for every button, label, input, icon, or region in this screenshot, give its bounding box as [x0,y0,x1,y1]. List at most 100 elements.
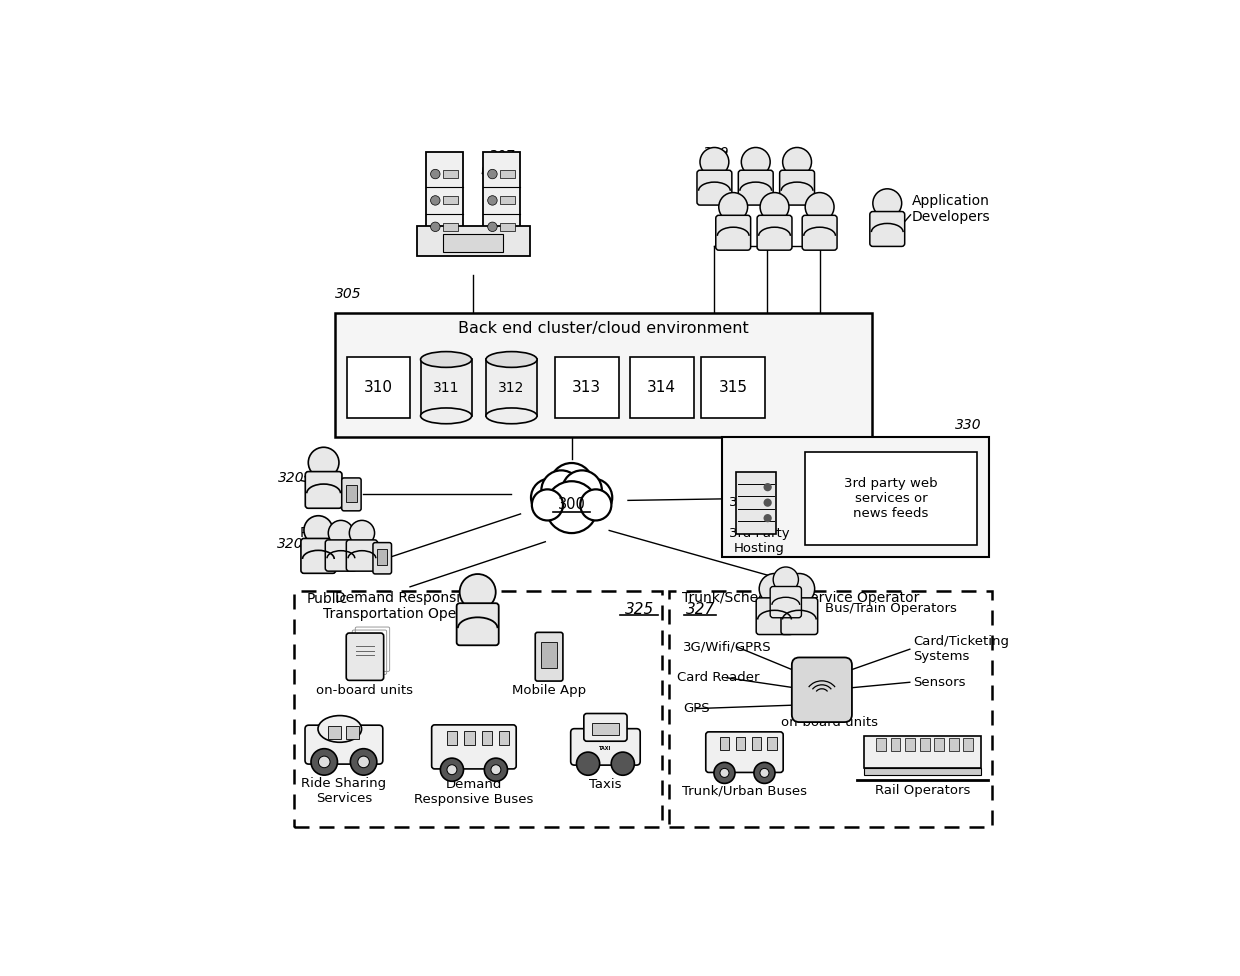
FancyBboxPatch shape [738,170,774,205]
FancyBboxPatch shape [792,658,852,722]
Text: 313: 313 [572,381,601,395]
Circle shape [319,756,330,768]
Bar [448,731,458,745]
Circle shape [487,196,497,205]
Text: 3rd Party
Hosting: 3rd Party Hosting [729,527,790,554]
Text: 327: 327 [686,602,715,617]
Bar [346,726,358,739]
Text: Sensors: Sensors [914,675,966,689]
FancyBboxPatch shape [305,471,342,508]
Bar [805,452,977,546]
Circle shape [487,223,497,231]
Text: Card/Ticketing
Systems: Card/Ticketing Systems [914,635,1009,664]
Circle shape [574,478,613,516]
Text: Demand
Responsive Buses: Demand Responsive Buses [414,779,533,806]
Bar [498,731,510,745]
Circle shape [329,520,353,546]
Circle shape [873,188,901,218]
Bar [751,737,761,751]
Text: Public: Public [306,592,348,606]
Text: Card Reader: Card Reader [677,671,759,684]
Bar [875,738,885,751]
Text: 315: 315 [719,381,748,395]
Circle shape [562,470,601,510]
Bar [465,731,475,745]
Text: 314: 314 [647,381,676,395]
Text: 300: 300 [558,497,585,511]
Text: 3: 3 [729,496,738,508]
Text: Rail Operators: Rail Operators [875,785,970,797]
Circle shape [742,147,770,177]
Text: 320: 320 [278,470,305,485]
Text: 311: 311 [433,381,459,394]
Circle shape [782,147,811,177]
Bar [963,738,973,751]
Text: 330: 330 [955,418,981,431]
FancyBboxPatch shape [770,587,801,618]
FancyBboxPatch shape [427,152,464,240]
Circle shape [720,768,729,778]
FancyBboxPatch shape [456,603,498,645]
FancyBboxPatch shape [536,632,563,681]
Circle shape [491,765,501,775]
Ellipse shape [420,408,471,424]
FancyBboxPatch shape [373,543,392,574]
Circle shape [760,192,789,222]
Ellipse shape [486,351,537,367]
Circle shape [719,192,748,222]
Text: Trunk/Scheduled Service Operator: Trunk/Scheduled Service Operator [682,590,920,604]
Circle shape [546,481,598,533]
Bar [720,737,729,751]
Text: Trunk/Urban Buses: Trunk/Urban Buses [682,785,807,797]
Ellipse shape [317,715,362,743]
FancyBboxPatch shape [781,598,817,634]
FancyBboxPatch shape [305,725,383,764]
Circle shape [760,768,769,778]
Bar [500,196,515,205]
Bar [554,357,619,419]
FancyBboxPatch shape [756,598,792,634]
Circle shape [764,499,771,507]
Circle shape [577,752,600,775]
Text: 320: 320 [277,537,304,551]
Circle shape [764,514,771,522]
Circle shape [430,196,440,205]
Circle shape [430,223,440,231]
Circle shape [460,574,496,610]
Text: Back end cluster/cloud environment: Back end cluster/cloud environment [459,321,749,336]
Text: Demand Responsive
Transportation Operator: Demand Responsive Transportation Operato… [322,590,490,621]
Text: 3rd party web
services or
news feeds: 3rd party web services or news feeds [844,477,937,520]
Bar [920,738,930,751]
Bar [541,641,558,669]
Circle shape [430,169,440,179]
Bar [443,170,458,178]
Circle shape [580,489,611,520]
Circle shape [350,520,374,546]
FancyBboxPatch shape [758,216,792,250]
Circle shape [309,447,339,478]
Bar [335,312,872,436]
Circle shape [485,758,507,781]
Bar [768,737,776,751]
FancyBboxPatch shape [342,478,361,510]
Circle shape [544,472,599,528]
Circle shape [311,749,337,775]
Circle shape [764,483,771,491]
Bar [500,223,515,231]
Bar [482,731,492,745]
Text: Private: Private [299,526,348,540]
Text: 307: 307 [489,149,516,163]
FancyBboxPatch shape [432,725,516,769]
Circle shape [358,756,370,768]
Bar [722,436,988,556]
Bar [630,357,693,419]
Bar [294,590,662,828]
FancyBboxPatch shape [584,713,627,741]
Bar [735,471,775,534]
Bar [890,738,900,751]
Bar [443,233,503,253]
Circle shape [304,515,332,545]
Circle shape [754,762,775,784]
Bar [591,723,619,735]
Bar [670,590,992,828]
